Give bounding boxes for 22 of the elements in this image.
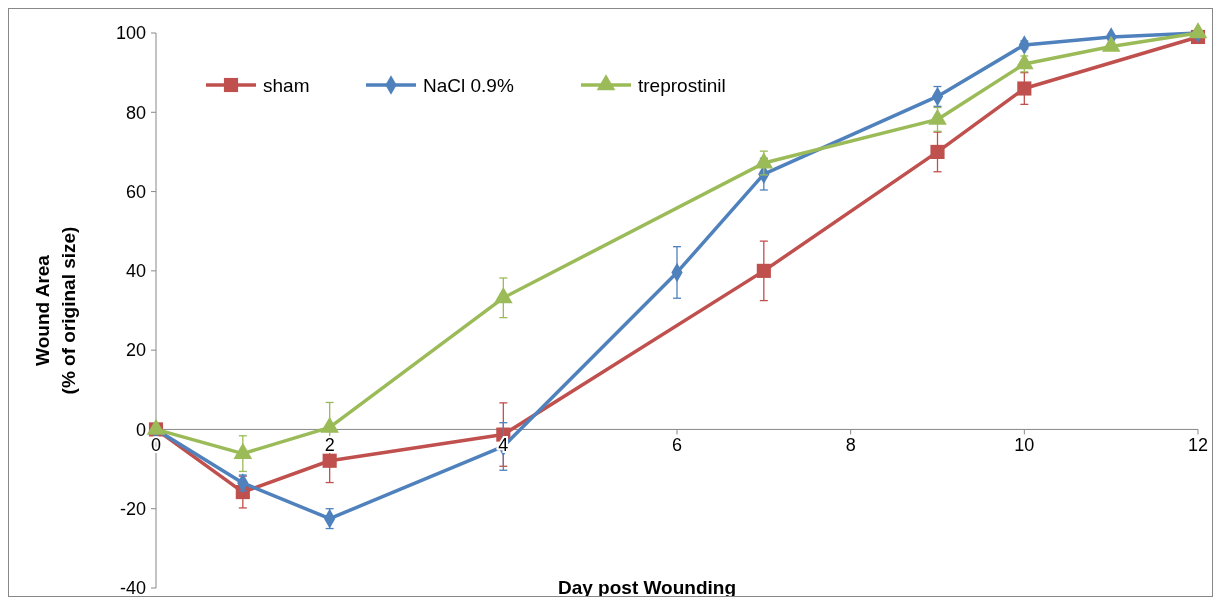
x-tick-label: 8 (845, 435, 856, 456)
y-tick-label: 60 (125, 181, 146, 202)
x-tick-label: 4 (498, 435, 509, 456)
y-axis-title: Wound Area (% of original size) (32, 226, 79, 395)
y-tick-label: 0 (135, 419, 146, 440)
point (322, 453, 337, 468)
point (1017, 81, 1032, 96)
y-tick-label: -40 (119, 578, 146, 599)
legend-label: NaCl 0.9% (423, 74, 514, 96)
x-tick-label: 0 (150, 435, 162, 456)
x-tick-label: 10 (1014, 435, 1035, 456)
x-tick-label: 12 (1187, 435, 1209, 456)
legend-label: treprostinil (638, 74, 726, 96)
y-tick-label: 80 (125, 102, 146, 123)
y-tick-label: 100 (115, 23, 146, 44)
point (930, 144, 945, 159)
legend-label: sham (263, 74, 310, 96)
y-tick-label: -20 (119, 499, 146, 520)
y-tick-label: 40 (125, 261, 146, 282)
x-tick-label: 6 (671, 435, 683, 456)
point (756, 263, 771, 278)
y-tick-label: 20 (125, 340, 146, 361)
